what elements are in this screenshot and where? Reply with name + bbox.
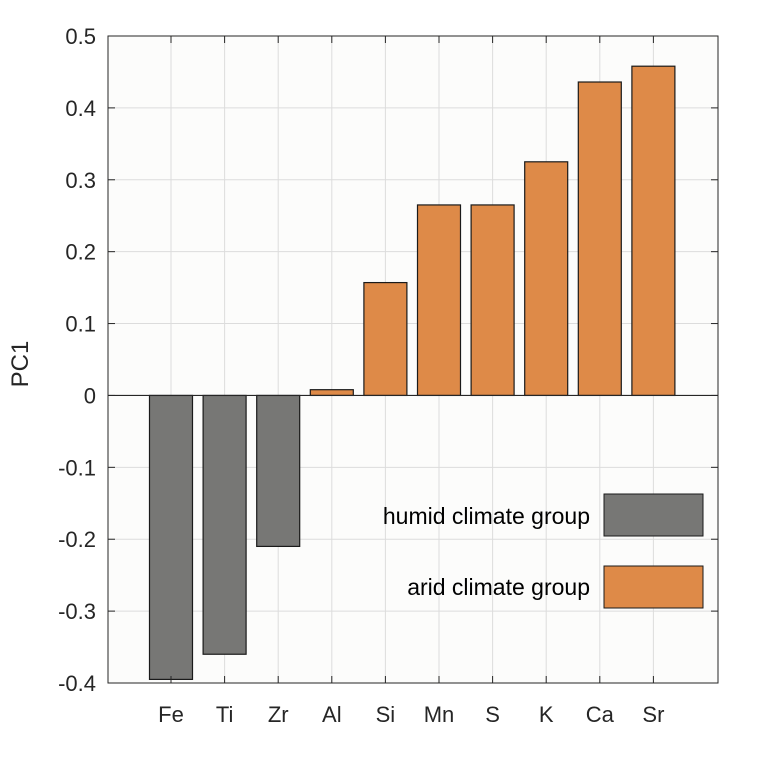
bar-al xyxy=(309,389,354,397)
bar-fe xyxy=(148,394,194,681)
bar-k xyxy=(524,161,569,397)
bar-zr xyxy=(256,394,301,548)
legend: humid climate group arid climate group xyxy=(383,493,704,609)
legend-swatch-humid xyxy=(603,493,704,537)
legend-swatch-arid xyxy=(603,565,704,609)
bar-ca xyxy=(577,81,622,397)
legend-label-arid: arid climate group xyxy=(407,574,590,600)
y-tick-label: -0.3 xyxy=(58,599,96,624)
y-tick-label: 0.5 xyxy=(65,24,96,49)
y-tick-label: -0.4 xyxy=(58,671,96,696)
bar-mn xyxy=(416,204,462,397)
bar-sr xyxy=(631,65,676,397)
plot-frame xyxy=(107,35,719,684)
bars xyxy=(148,65,676,681)
y-tick-label: 0 xyxy=(84,383,96,408)
y-tick-label: -0.1 xyxy=(58,455,96,480)
x-tick-label: S xyxy=(485,702,500,727)
legend-label-humid: humid climate group xyxy=(383,503,590,529)
x-tick-label: Al xyxy=(322,702,342,727)
y-tick-label: 0.1 xyxy=(65,312,96,337)
bar-ti xyxy=(202,394,247,655)
x-tick-label: Si xyxy=(376,702,396,727)
y-tick-label: 0.3 xyxy=(65,168,96,193)
y-tick-label: -0.2 xyxy=(58,527,96,552)
x-tick-label: Mn xyxy=(424,702,455,727)
y-axis-label: PC1 xyxy=(7,341,34,388)
y-tick-label: 0.2 xyxy=(65,240,96,265)
x-tick-label: Zr xyxy=(268,702,289,727)
x-tick-label: Fe xyxy=(158,702,184,727)
x-tick-label: Ca xyxy=(586,702,615,727)
x-tick-label: Ti xyxy=(216,702,234,727)
x-tick-label: K xyxy=(539,702,554,727)
tick-labels: -0.4 -0.3 -0.2 -0.1 0 0.1 0.2 0.3 0.4 0.5 Fe Ti Zr Al… xyxy=(58,24,718,727)
bar-si xyxy=(363,281,408,397)
x-tick-label: Sr xyxy=(642,702,664,727)
bar-s xyxy=(470,204,515,397)
y-tick-label: 0.4 xyxy=(65,96,96,121)
